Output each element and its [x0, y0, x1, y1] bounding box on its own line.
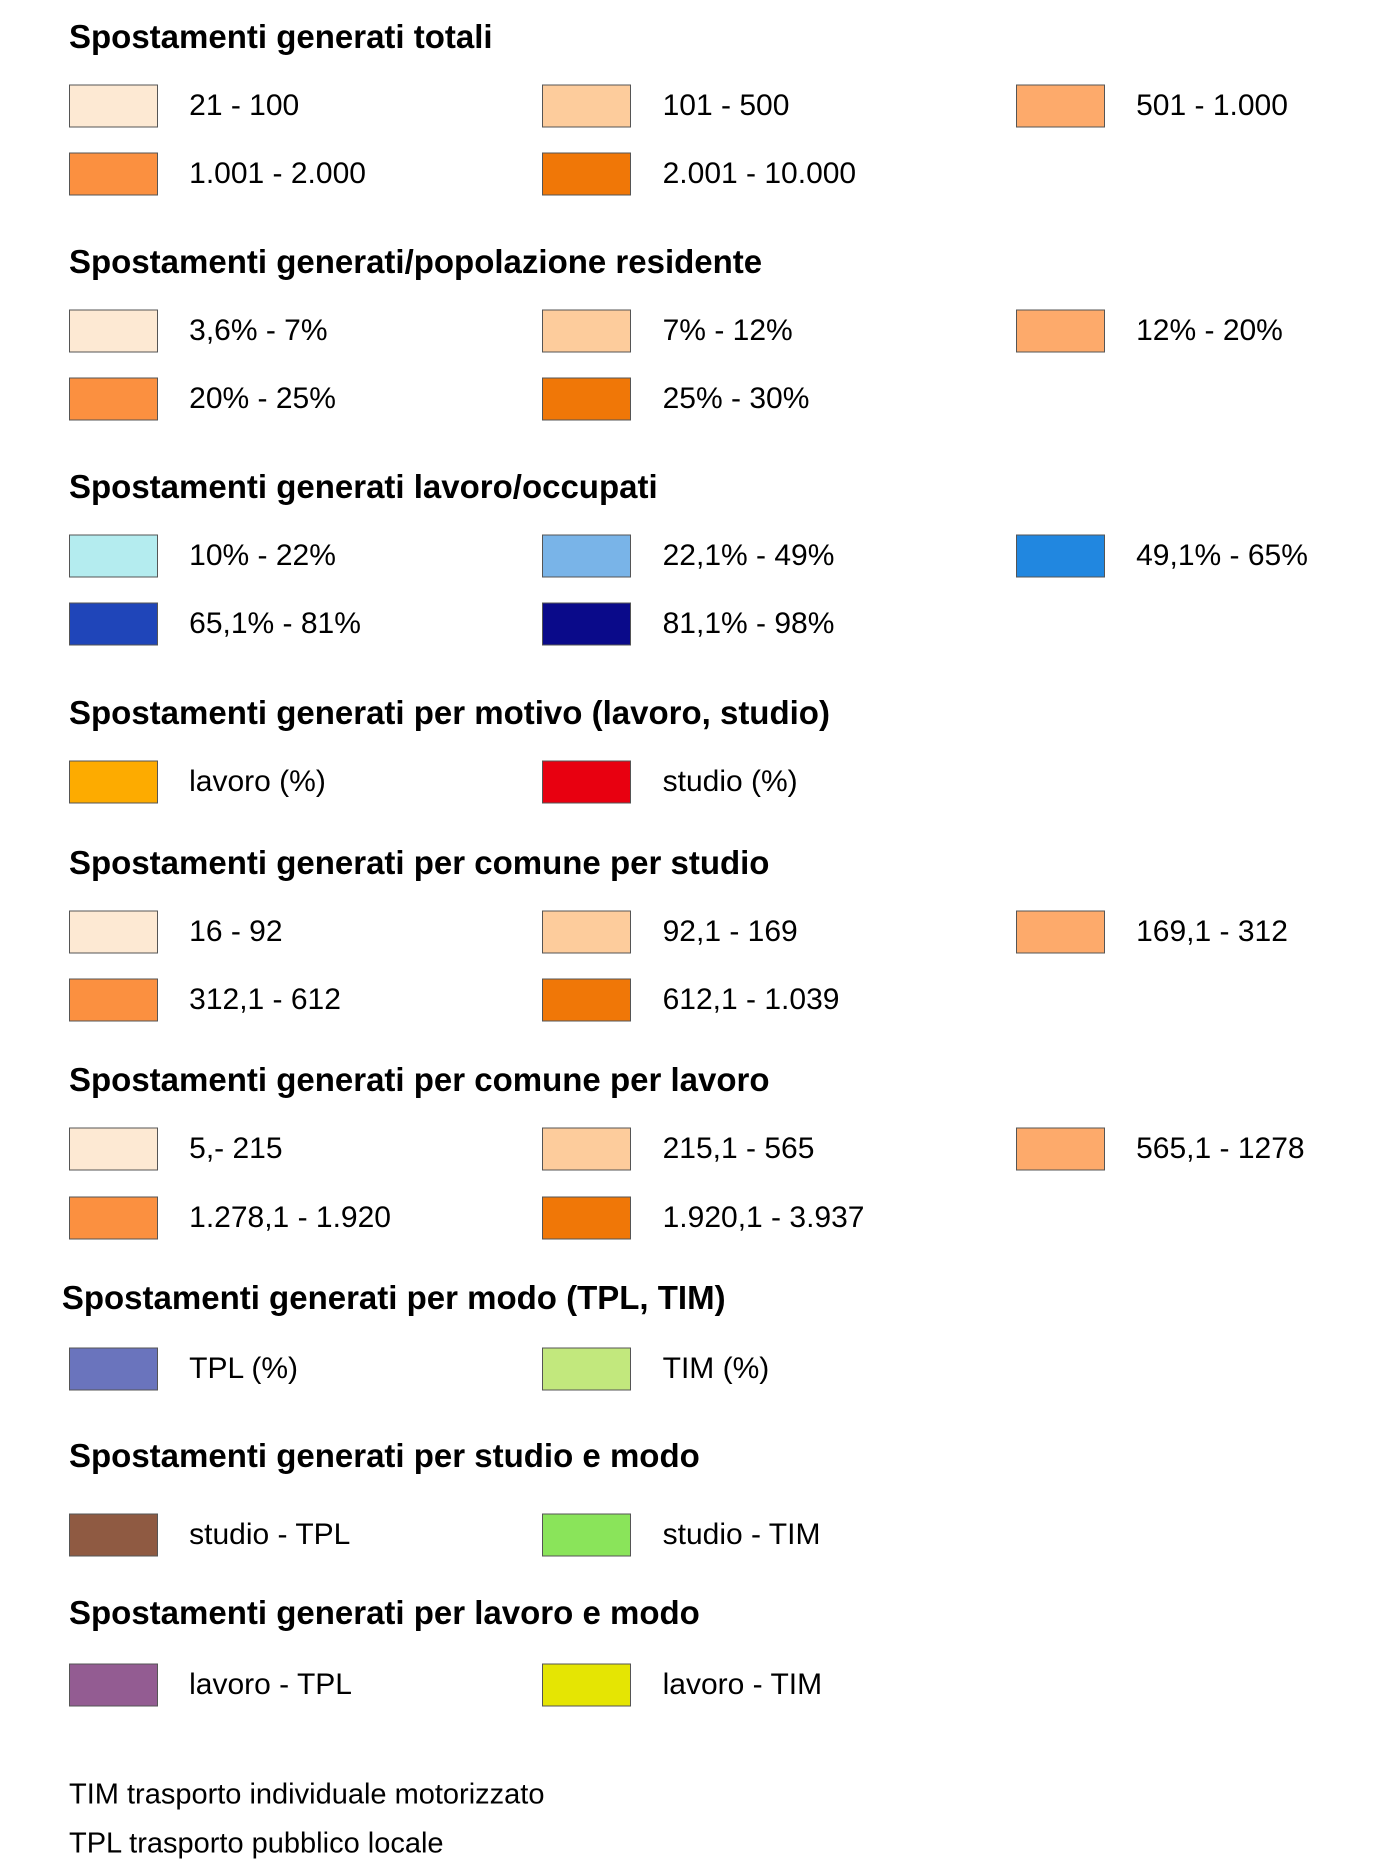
legend-swatch — [542, 309, 632, 353]
legend-label: 16 - 92 — [189, 914, 283, 948]
legend-label: studio - TPL — [189, 1517, 351, 1551]
legend-label: 12% - 20% — [1136, 313, 1283, 347]
legend-label: 2.001 - 10.000 — [662, 157, 857, 191]
legend-swatch — [1015, 309, 1105, 353]
legend-label: lavoro - TIM — [662, 1667, 823, 1701]
legend-swatch — [69, 760, 158, 804]
section-title: Spostamenti generati per lavoro e modo — [69, 1594, 700, 1632]
legend-swatch — [69, 1663, 158, 1707]
legend-swatch — [1015, 910, 1105, 953]
legend-label: 25% - 30% — [662, 382, 810, 416]
legend-label: TIM (%) — [662, 1352, 770, 1386]
legend-label: 49,1% - 65% — [1136, 538, 1308, 572]
legend-swatch — [542, 910, 632, 953]
footnote: TIM trasporto individuale motorizzato — [69, 1778, 545, 1811]
legend-swatch — [69, 1347, 158, 1391]
legend-swatch — [542, 1196, 632, 1240]
legend-label: lavoro (%) — [189, 764, 326, 798]
legend-swatch — [542, 1513, 632, 1557]
legend-label: 1.278,1 - 1.920 — [189, 1200, 391, 1234]
legend-label: 101 - 500 — [662, 88, 790, 122]
legend-swatch — [1015, 84, 1105, 128]
section-title: Spostamenti generati per comune per lavo… — [69, 1061, 770, 1099]
legend-label: 1.920,1 - 3.937 — [662, 1200, 865, 1234]
legend-label: 92,1 - 169 — [662, 914, 798, 948]
legend-swatch — [542, 1663, 632, 1707]
legend-label: 312,1 - 612 — [189, 982, 341, 1016]
legend-swatch — [69, 1127, 158, 1171]
legend-swatch — [542, 84, 632, 128]
legend-swatch — [69, 1196, 158, 1240]
section-title: Spostamenti generati/popolazione residen… — [69, 242, 763, 280]
section-title: Spostamenti generati lavoro/occupati — [69, 467, 658, 505]
legend-swatch — [542, 377, 632, 421]
legend-label: 22,1% - 49% — [662, 538, 835, 572]
legend-swatch — [542, 602, 632, 646]
legend-label: lavoro - TPL — [189, 1667, 352, 1701]
legend-label: 501 - 1.000 — [1136, 88, 1288, 122]
legend-swatch — [69, 84, 158, 128]
legend-swatch — [542, 760, 632, 804]
legend-swatch — [542, 978, 632, 1022]
legend-swatch — [69, 534, 158, 578]
legend-swatch — [69, 602, 158, 646]
legend-label: 215,1 - 565 — [662, 1132, 815, 1166]
section-title: Spostamenti generati per comune per stud… — [69, 843, 770, 881]
legend-swatch — [69, 377, 158, 421]
legend-swatch — [69, 152, 158, 196]
legend-label: 81,1% - 98% — [662, 606, 835, 640]
legend-swatch — [542, 1127, 632, 1171]
legend-label: 565,1 - 1278 — [1136, 1132, 1305, 1166]
legend-swatch — [69, 309, 158, 353]
legend-swatch — [542, 152, 632, 196]
legend-label: 10% - 22% — [189, 538, 336, 572]
legend-label: 3,6% - 7% — [189, 313, 328, 347]
legend-label: 612,1 - 1.039 — [662, 982, 840, 1016]
legend-swatch — [1015, 1127, 1105, 1171]
legend-label: 7% - 12% — [662, 313, 793, 347]
legend-label: 5,- 215 — [189, 1132, 283, 1166]
legend-label: 20% - 25% — [189, 382, 336, 416]
legend-label: studio (%) — [662, 764, 798, 798]
section-title: Spostamenti generati per studio e modo — [69, 1437, 700, 1475]
legend-swatch — [542, 534, 632, 578]
legend-label: 65,1% - 81% — [189, 606, 361, 640]
legend-swatch — [69, 978, 158, 1022]
legend-label: 1.001 - 2.000 — [189, 157, 366, 191]
section-title: Spostamenti generati per modo (TPL, TIM) — [61, 1278, 726, 1316]
legend-label: TPL (%) — [189, 1352, 299, 1386]
legend-swatch — [69, 910, 158, 953]
legend-swatch — [1015, 534, 1105, 578]
legend-swatch — [542, 1347, 632, 1391]
footnote: TPL trasporto pubblico locale — [69, 1827, 444, 1860]
section-title: Spostamenti generati per motivo (lavoro,… — [69, 693, 830, 731]
legend-label: 169,1 - 312 — [1136, 914, 1288, 948]
legend-swatch — [69, 1513, 158, 1557]
legend-label: studio - TIM — [662, 1517, 821, 1551]
section-title: Spostamenti generati totali — [69, 17, 493, 55]
legend-label: 21 - 100 — [189, 88, 300, 122]
